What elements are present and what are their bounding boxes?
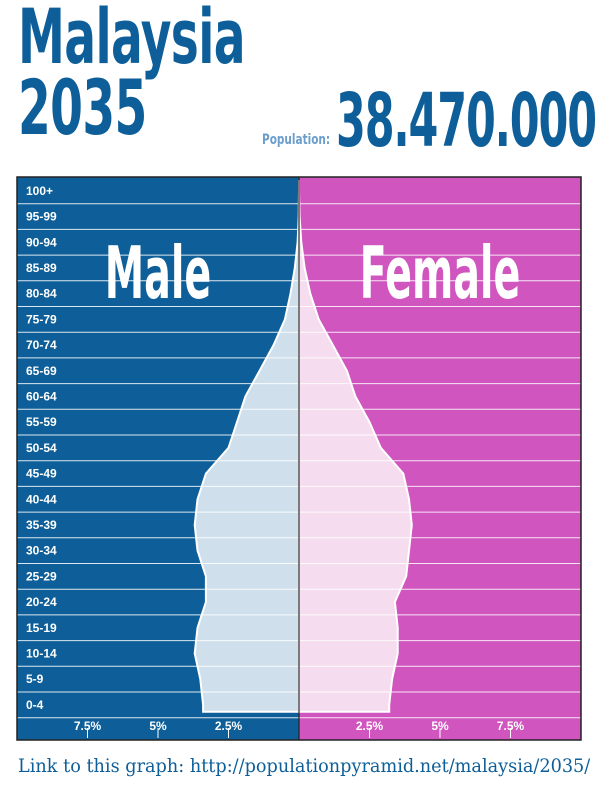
age-group-label: 65-69: [26, 364, 57, 378]
age-group-label: 80-84: [26, 287, 57, 301]
country-name: Malaysia: [18, 0, 246, 81]
x-tick-label-male: 2.5%: [215, 719, 243, 733]
male-label: Male: [105, 231, 212, 315]
female-population-area: [298, 180, 413, 713]
x-tick-label-male: 7.5%: [74, 719, 102, 733]
age-group-label: 55-59: [26, 415, 57, 429]
graph-link[interactable]: Link to this graph: http://populationpyr…: [18, 755, 591, 777]
year-label: 2035: [18, 62, 147, 152]
age-group-label: 60-64: [26, 389, 57, 403]
age-group-label: 70-74: [26, 338, 57, 352]
age-group-label: 5-9: [26, 672, 44, 686]
female-label: Female: [360, 231, 521, 315]
age-group-label: 85-89: [26, 261, 57, 275]
age-group-label: 50-54: [26, 441, 57, 455]
population-pyramid-chart: 0-4 5-9 10-14 15-19 20-24 25-29 30-34 35-39 40-4…: [16, 176, 582, 741]
age-group-label: 25-29: [26, 569, 57, 583]
age-group-label: 0-4: [26, 698, 44, 712]
age-group-label: 95-99: [26, 210, 57, 224]
age-group-label: 45-49: [26, 467, 57, 481]
x-tick-label-female: 2.5%: [356, 719, 384, 733]
age-group-label: 35-39: [26, 518, 57, 532]
chart-title: Malaysia 2035: [18, 0, 246, 152]
x-tick-label-male: 5%: [149, 719, 167, 733]
male-population-area: [193, 180, 300, 713]
x-tick-label-female: 5%: [431, 719, 449, 733]
population-value: 38.470.000: [336, 78, 597, 164]
chart-border: [16, 176, 582, 741]
age-group-label: 90-94: [26, 235, 57, 249]
age-group-label: 10-14: [26, 646, 57, 660]
x-tick-label-female: 7.5%: [497, 719, 525, 733]
age-group-label: 30-34: [26, 544, 57, 558]
age-group-label: 20-24: [26, 595, 57, 609]
age-group-label: 15-19: [26, 621, 57, 635]
population-label: Population:: [262, 132, 331, 148]
age-group-label: 100+: [26, 184, 53, 198]
age-group-label: 75-79: [26, 312, 57, 326]
age-group-label: 40-44: [26, 492, 57, 506]
